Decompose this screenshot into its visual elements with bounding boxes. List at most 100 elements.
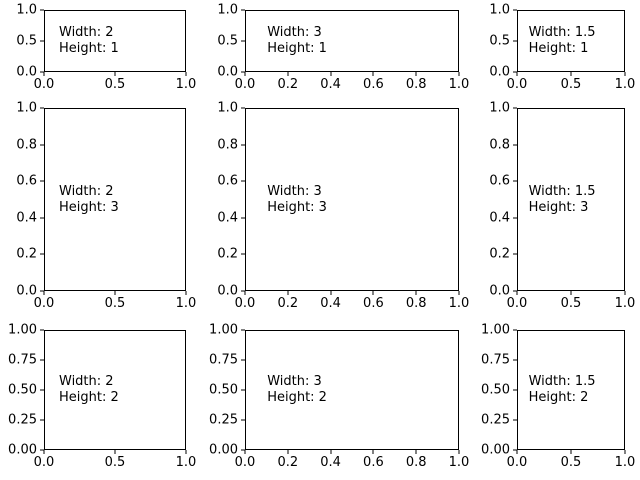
y-tick-mark <box>40 180 44 182</box>
annotation-line: Height: 3 <box>528 199 589 215</box>
x-tick-label: 0.0 <box>234 455 256 470</box>
y-tick-label: 1.0 <box>16 2 37 18</box>
x-tick-label: 1.0 <box>448 455 470 470</box>
subplot-r3c2: 1.00 0.75 0.50 0.25 0.00 0.0 0.2 0.4 0.6 0.8 1.0 … <box>209 324 469 470</box>
x-tick-mark <box>415 72 417 76</box>
y-tick-label: 1.0 <box>16 100 37 116</box>
y-tick-label: 1.00 <box>8 322 37 338</box>
y-tick-label: 0.75 <box>481 352 510 368</box>
x-tick-mark <box>372 72 374 76</box>
y-tick-label: 0.2 <box>217 246 238 262</box>
y-tick-mark <box>513 9 517 11</box>
x-tick-mark <box>185 72 187 76</box>
x-tick-mark <box>458 72 460 76</box>
x-tick-label: 0.6 <box>363 77 384 92</box>
y-tick-mark <box>513 180 517 182</box>
x-tick-mark <box>114 450 116 454</box>
y-tick-label: 0.4 <box>489 210 510 226</box>
y-tick-label: 0.0 <box>217 64 238 80</box>
x-tick-label: 0.0 <box>33 455 55 470</box>
y-tick-mark <box>241 40 245 42</box>
y-tick-mark <box>513 419 517 421</box>
x-tick-mark <box>415 291 417 295</box>
y-tick-label: 0.50 <box>481 382 510 398</box>
y-tick-mark <box>513 449 517 451</box>
y-tick-label: 0.8 <box>489 137 510 153</box>
x-tick-label: 0.5 <box>104 296 126 311</box>
x-tick-mark <box>114 72 116 76</box>
x-tick-label: 0.0 <box>33 77 55 92</box>
x-tick-mark <box>458 450 460 454</box>
subplot-r3c1: 1.00 0.75 0.50 0.25 0.00 0.0 0.5 1.0 Width: 2 … <box>8 324 196 470</box>
y-tick-mark <box>40 144 44 146</box>
y-tick-label: 0.50 <box>209 382 238 398</box>
subplot-r2c3: 1.0 0.8 0.6 0.4 0.2 0.0 0.0 0.5 1.0 Width: 1.5 … <box>489 102 635 311</box>
annotation-r1c3: Width: 1.5 Height: 1 <box>529 25 596 57</box>
y-tick-label: 1.00 <box>209 322 238 338</box>
x-tick-mark <box>570 72 572 76</box>
y-tick-label: 0.50 <box>8 382 37 398</box>
x-tick-mark <box>43 450 45 454</box>
y-tick-label: 0.0 <box>489 64 510 80</box>
annotation-line: Height: 1 <box>528 41 589 56</box>
y-tick-mark <box>241 180 245 182</box>
annotation-line: Width: 3 <box>267 25 322 40</box>
annotation-r2c2: Width: 3 Height: 3 <box>267 184 327 216</box>
x-tick-label: 0.4 <box>320 296 341 311</box>
subplot-r2c2: 1.0 0.8 0.6 0.4 0.2 0.0 0.0 0.2 0.4 0.6 0.8 1.0 Wi… <box>217 102 469 311</box>
x-tick-label: 0.6 <box>363 296 384 311</box>
y-tick-mark <box>241 449 245 451</box>
y-tick-label: 0.0 <box>217 283 238 299</box>
y-tick-label: 0.0 <box>16 283 37 299</box>
x-tick-mark <box>516 72 518 76</box>
annotation-r2c1: Width: 2 Height: 3 <box>59 184 119 216</box>
y-tick-label: 0.5 <box>217 33 238 49</box>
x-tick-label: 0.5 <box>560 455 582 470</box>
x-tick-label: 0.0 <box>234 77 256 92</box>
x-tick-label: 0.4 <box>320 77 341 92</box>
x-tick-mark <box>372 291 374 295</box>
x-tick-label: 0.5 <box>560 77 582 92</box>
x-tick-label: 0.8 <box>405 455 427 470</box>
y-tick-mark <box>513 144 517 146</box>
y-tick-label: 0.25 <box>8 412 37 428</box>
y-tick-label: 1.00 <box>481 322 510 338</box>
y-tick-label: 0.25 <box>209 412 238 428</box>
x-tick-label: 0.0 <box>506 455 528 470</box>
y-tick-mark <box>40 359 44 361</box>
x-tick-mark <box>516 291 518 295</box>
subplot-r3c3: 1.00 0.75 0.50 0.25 0.00 0.0 0.5 1.0 Width: 1.… <box>481 324 635 470</box>
x-tick-label: 1.0 <box>614 455 636 470</box>
y-tick-label: 0.2 <box>16 246 37 262</box>
y-tick-label: 1.0 <box>489 100 510 116</box>
y-tick-mark <box>513 71 517 73</box>
x-tick-label: 0.5 <box>104 77 126 92</box>
y-tick-mark <box>241 290 245 292</box>
y-tick-label: 0.75 <box>8 352 37 368</box>
x-tick-label: 0.4 <box>320 455 341 470</box>
y-tick-label: 0.00 <box>8 442 37 458</box>
y-tick-label: 0.6 <box>489 173 510 189</box>
x-tick-label: 1.0 <box>614 296 636 311</box>
y-tick-label: 0.6 <box>217 173 238 189</box>
x-tick-label: 0.6 <box>363 455 384 470</box>
y-tick-mark <box>241 253 245 255</box>
x-tick-label: 1.0 <box>614 77 636 92</box>
y-tick-mark <box>40 107 44 109</box>
annotation-r1c1: Width: 2 Height: 1 <box>59 25 119 57</box>
y-tick-mark <box>40 217 44 219</box>
subplot-r1c3: 1.0 0.5 0.0 0.0 0.5 1.0 Width: 1.5 Height: 1 <box>489 4 635 92</box>
y-tick-label: 1.0 <box>217 2 238 18</box>
y-tick-label: 0.4 <box>217 210 238 226</box>
x-tick-mark <box>43 291 45 295</box>
annotation-r3c3: Width: 1.5 Height: 2 <box>529 374 596 406</box>
annotation-line: Width: 2 <box>59 374 114 389</box>
x-tick-mark <box>624 291 626 295</box>
y-tick-mark <box>241 359 245 361</box>
y-tick-label: 0.8 <box>16 137 37 153</box>
x-tick-mark <box>244 72 246 76</box>
x-tick-label: 1.0 <box>175 455 197 470</box>
annotation-line: Height: 1 <box>267 41 327 56</box>
y-tick-mark <box>40 419 44 421</box>
